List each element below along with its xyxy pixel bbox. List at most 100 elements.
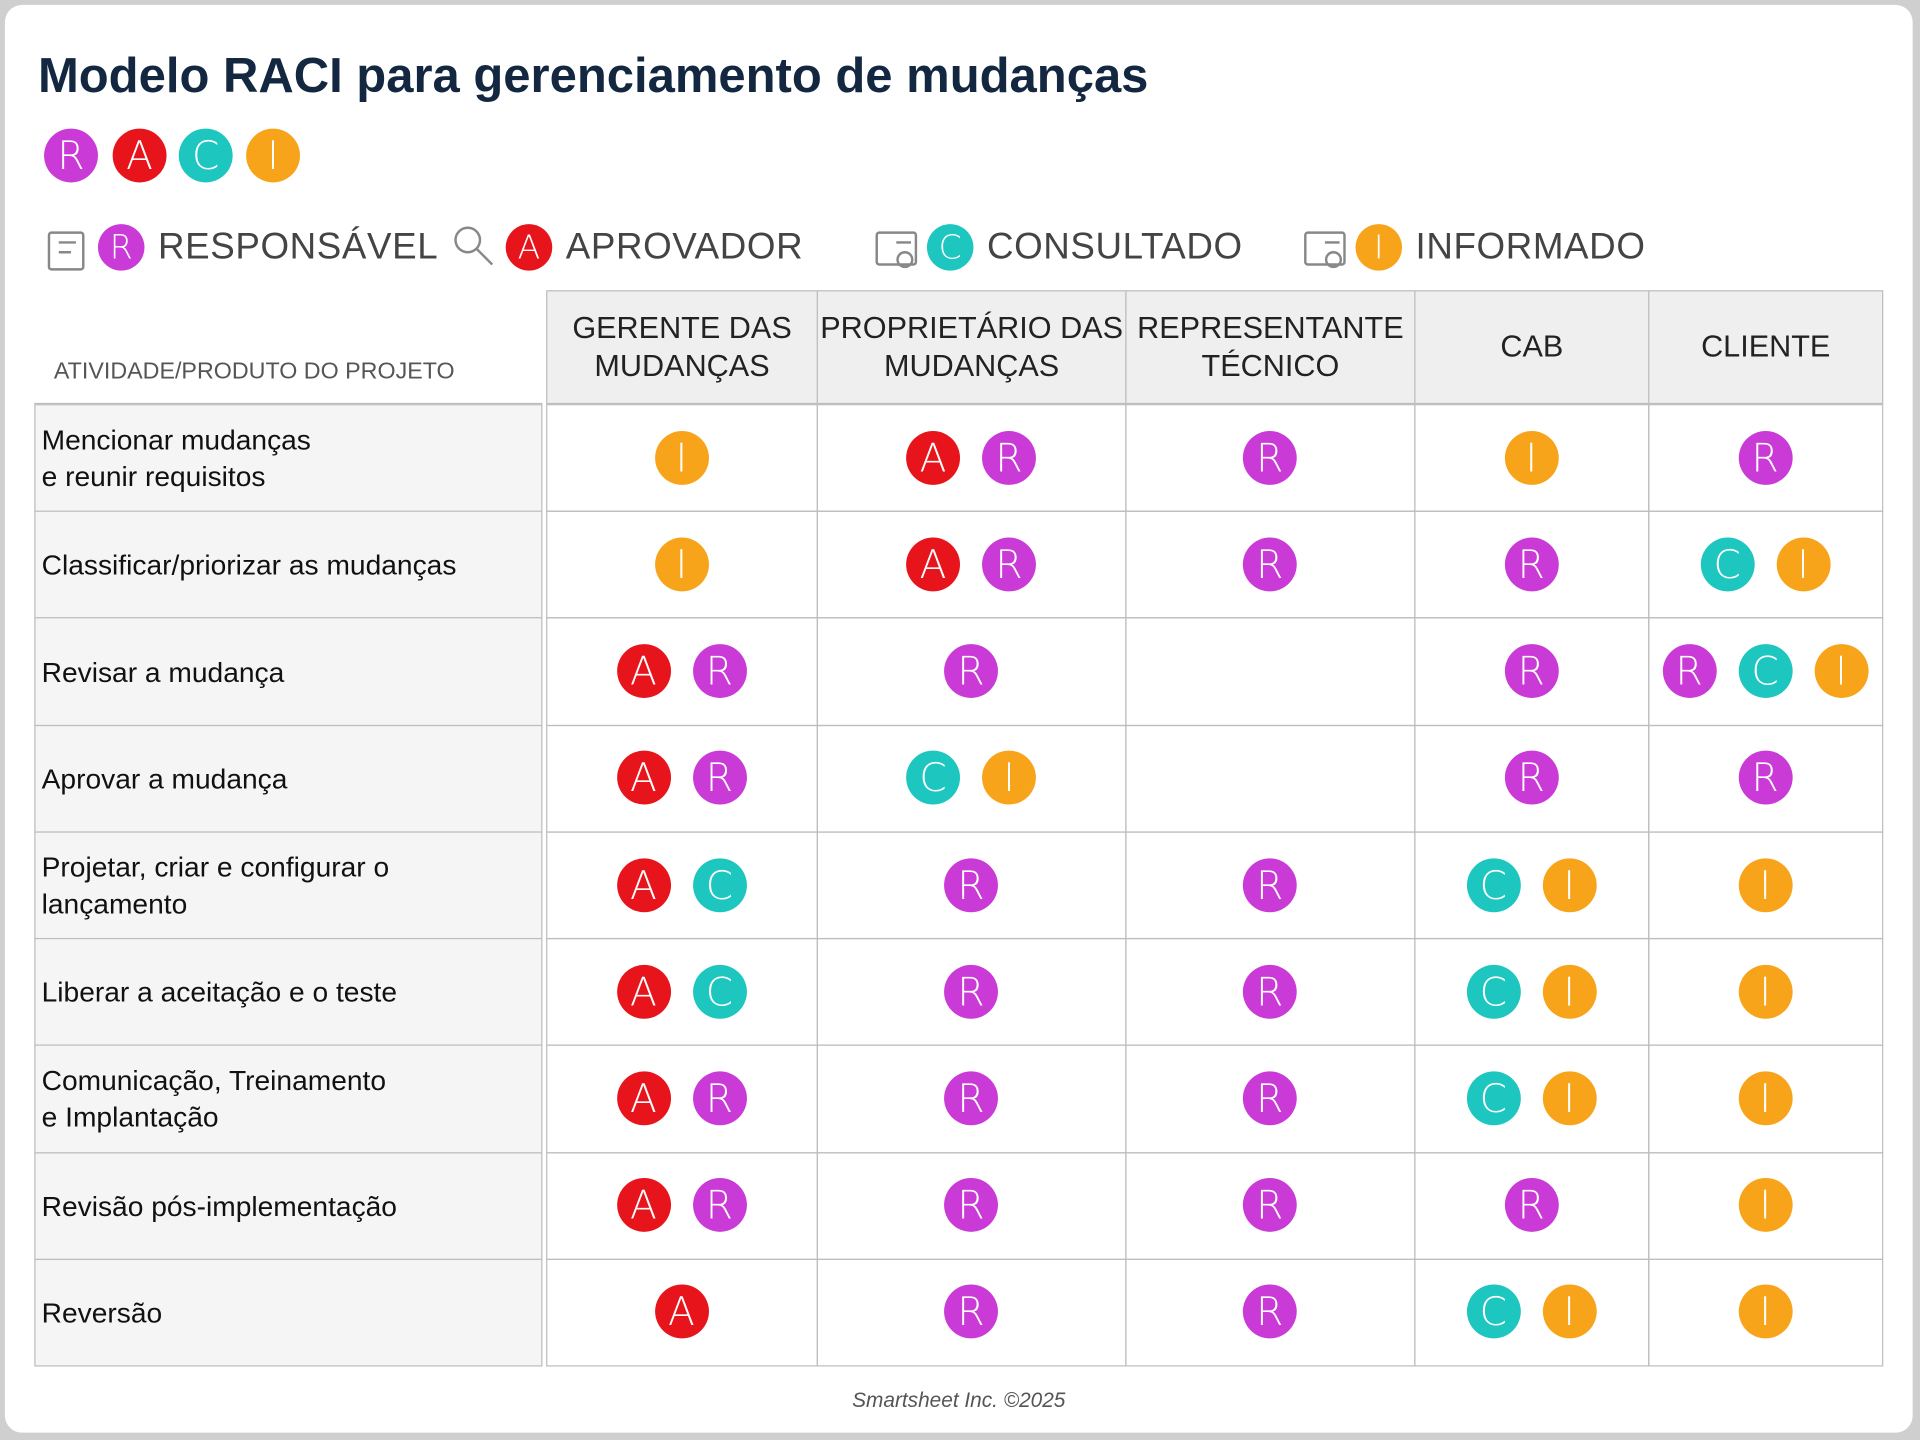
badge: R <box>982 430 1036 485</box>
activity-line: e Implantação <box>41 1101 219 1134</box>
column-header: REPRESENTANTE TÉCNICO <box>1125 290 1416 405</box>
activity-line: Reversão <box>41 1296 163 1329</box>
activity-line: Revisão pós-implementação <box>41 1189 397 1222</box>
raci-cell <box>1648 1258 1884 1367</box>
raci-cell <box>546 938 818 1047</box>
badge: I <box>1355 224 1403 271</box>
badge: R <box>1504 644 1559 699</box>
badge: R <box>1738 430 1793 485</box>
badge: R <box>1504 537 1559 592</box>
badge: R <box>1504 1178 1559 1233</box>
badge: I <box>654 537 709 592</box>
badge: A <box>616 1071 671 1126</box>
raci-cell <box>546 617 818 726</box>
card: Modelo RACI para gerenciamento de mudanç… <box>4 4 1913 1433</box>
raci-cell <box>1125 724 1416 833</box>
footer: Smartsheet Inc. ©2025 <box>852 1388 1066 1412</box>
badge: A <box>616 1178 671 1233</box>
badge: R <box>1242 430 1297 485</box>
badge: R <box>982 537 1036 592</box>
activity-cell: Revisão pós-implementação <box>34 1151 543 1260</box>
badge: I <box>1542 1071 1597 1126</box>
badge: I <box>1542 964 1597 1019</box>
raci-cell <box>816 404 1127 513</box>
corner-label: ATIVIDADE/PRODUTO DO PROJETO <box>53 358 455 385</box>
badge: R <box>692 1071 747 1126</box>
column-header-line: PROPRIETÁRIO DAS <box>820 310 1124 345</box>
legend-label: RESPONSÁVEL <box>157 226 439 267</box>
column-header-line: CAB <box>1500 329 1564 364</box>
column-header-line: GERENTE DAS <box>572 310 792 345</box>
activity-cell: Comunicação, Treinamento e Implantação <box>34 1044 543 1153</box>
raci-cell <box>816 510 1127 619</box>
badge: R <box>944 1178 998 1233</box>
legend-label: CONSULTADO <box>986 226 1243 267</box>
badge: I <box>246 128 301 183</box>
badge: C <box>1466 1284 1521 1339</box>
badge: R <box>944 1071 998 1126</box>
column-header: CLIENTE <box>1648 290 1884 405</box>
raci-cell <box>1414 1258 1650 1367</box>
raci-cell <box>1414 938 1650 1047</box>
badge: A <box>654 1284 709 1339</box>
legend-label: INFORMADO <box>1415 226 1646 267</box>
activity-cell: Reversão <box>34 1258 543 1367</box>
badge: C <box>1466 1071 1521 1126</box>
badge: A <box>112 128 167 183</box>
column-header: GERENTE DAS MUDANÇAS <box>546 290 818 405</box>
badge: I <box>1542 1284 1597 1339</box>
badge: A <box>616 750 671 805</box>
badge: C <box>1738 644 1793 699</box>
badge: C <box>1700 537 1755 592</box>
badge: R <box>692 644 747 699</box>
badge: A <box>505 224 553 271</box>
badge: C <box>178 128 233 183</box>
raci-cell <box>546 1044 818 1153</box>
badge: R <box>1504 750 1559 805</box>
badge: I <box>1738 857 1793 912</box>
badge: I <box>1738 1284 1793 1339</box>
activity-line: Mencionar mudanças <box>41 423 311 456</box>
badge: R <box>944 1284 998 1339</box>
badge: R <box>692 750 747 805</box>
badge: I <box>1776 537 1831 592</box>
badge: C <box>692 857 747 912</box>
column-header: PROPRIETÁRIO DAS MUDANÇAS <box>816 290 1127 405</box>
badge: R <box>97 224 145 271</box>
activity-cell: Liberar a aceitação e o teste <box>34 938 543 1047</box>
activity-line: lançamento <box>41 887 188 920</box>
badge: I <box>1814 644 1868 699</box>
badge: I <box>1542 857 1597 912</box>
raci-cell <box>1414 831 1650 940</box>
column-header-line: MUDANÇAS <box>884 348 1060 383</box>
badge: R <box>944 964 998 1019</box>
badge: A <box>616 644 671 699</box>
activity-line: Projetar, criar e configurar o <box>41 851 390 883</box>
badge: C <box>926 224 974 271</box>
badge: R <box>1242 964 1297 1019</box>
badge: C <box>692 964 747 1019</box>
badge: C <box>1466 857 1521 912</box>
raci-cell <box>1648 510 1884 619</box>
raci-cell <box>546 1151 818 1260</box>
legend-label: APROVADOR <box>565 226 804 267</box>
column-header-line: TÉCNICO <box>1201 348 1340 383</box>
activity-line: Revisar a mudança <box>41 655 285 688</box>
raci-cell <box>816 724 1127 833</box>
raci-cell <box>1125 617 1416 726</box>
raci-cell <box>546 831 818 940</box>
activity-cell: Aprovar a mudança <box>34 724 543 833</box>
activity-line: Liberar a aceitação e o teste <box>41 976 398 1009</box>
badge: A <box>616 964 671 1019</box>
badge: R <box>44 128 98 183</box>
badge: I <box>1738 1071 1793 1126</box>
column-header-line: CLIENTE <box>1701 329 1831 364</box>
raci-cell <box>1414 1044 1650 1153</box>
badge: R <box>1738 750 1793 805</box>
badge: R <box>944 857 998 912</box>
column-header-line: REPRESENTANTE <box>1137 310 1404 345</box>
activity-line: Comunicação, Treinamento <box>41 1064 387 1097</box>
badge: I <box>982 750 1036 805</box>
badge: I <box>654 430 709 485</box>
